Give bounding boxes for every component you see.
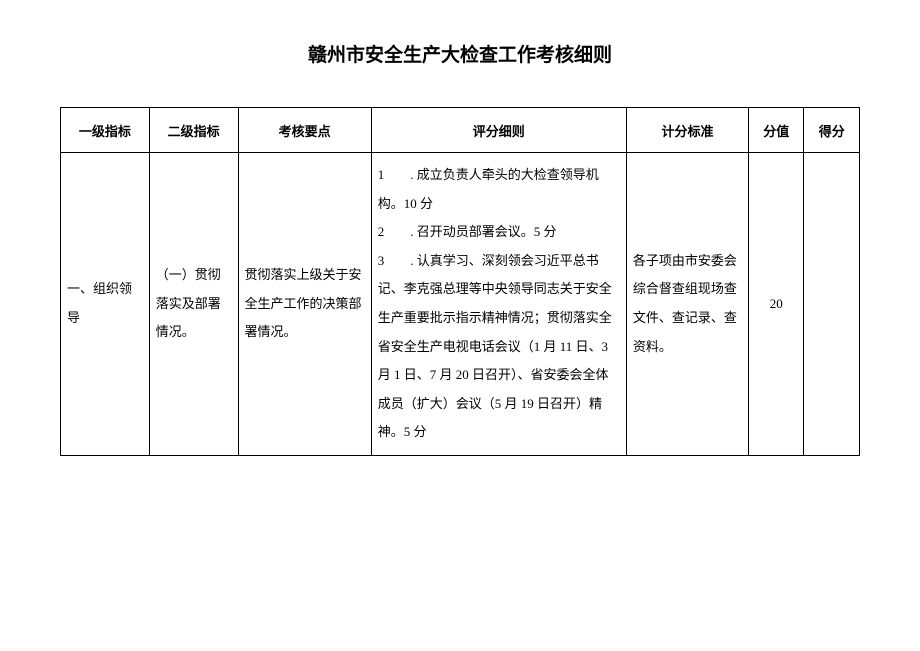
table-row: 一、组织领导 （一）贯彻落实及部署情况。 贯彻落实上级关于安全生产工作的决策部署… <box>61 153 860 456</box>
header-level1: 一级指标 <box>61 108 150 153</box>
cell-score: 20 <box>748 153 803 456</box>
header-got: 得分 <box>804 108 860 153</box>
cell-level2: （一）贯彻落实及部署情况。 <box>149 153 238 456</box>
header-rules: 评分细则 <box>371 108 626 153</box>
cell-standard: 各子项由市安委会综合督查组现场查文件、查记录、查资料。 <box>626 153 748 456</box>
header-level2: 二级指标 <box>149 108 238 153</box>
rule-item-2: 2 . 召开动员部署会议。5 分 <box>378 218 620 247</box>
rule-item-1: 1 . 成立负责人牵头的大检查领导机构。10 分 <box>378 161 620 218</box>
cell-rules: 1 . 成立负责人牵头的大检查领导机构。10 分 2 . 召开动员部署会议。5 … <box>371 153 626 456</box>
cell-level1: 一、组织领导 <box>61 153 150 456</box>
header-standard: 计分标准 <box>626 108 748 153</box>
assessment-table: 一级指标 二级指标 考核要点 评分细则 计分标准 分值 得分 一、组织领导 （一… <box>60 107 860 456</box>
rule-item-3: 3 . 认真学习、深刻领会习近平总书记、李克强总理等中央领导同志关于安全生产重要… <box>378 247 620 447</box>
header-row: 一级指标 二级指标 考核要点 评分细则 计分标准 分值 得分 <box>61 108 860 153</box>
header-keypoint: 考核要点 <box>238 108 371 153</box>
header-score: 分值 <box>748 108 803 153</box>
document-title: 赣州市安全生产大检查工作考核细则 <box>60 40 860 67</box>
cell-keypoint: 贯彻落实上级关于安全生产工作的决策部署情况。 <box>238 153 371 456</box>
cell-got <box>804 153 860 456</box>
